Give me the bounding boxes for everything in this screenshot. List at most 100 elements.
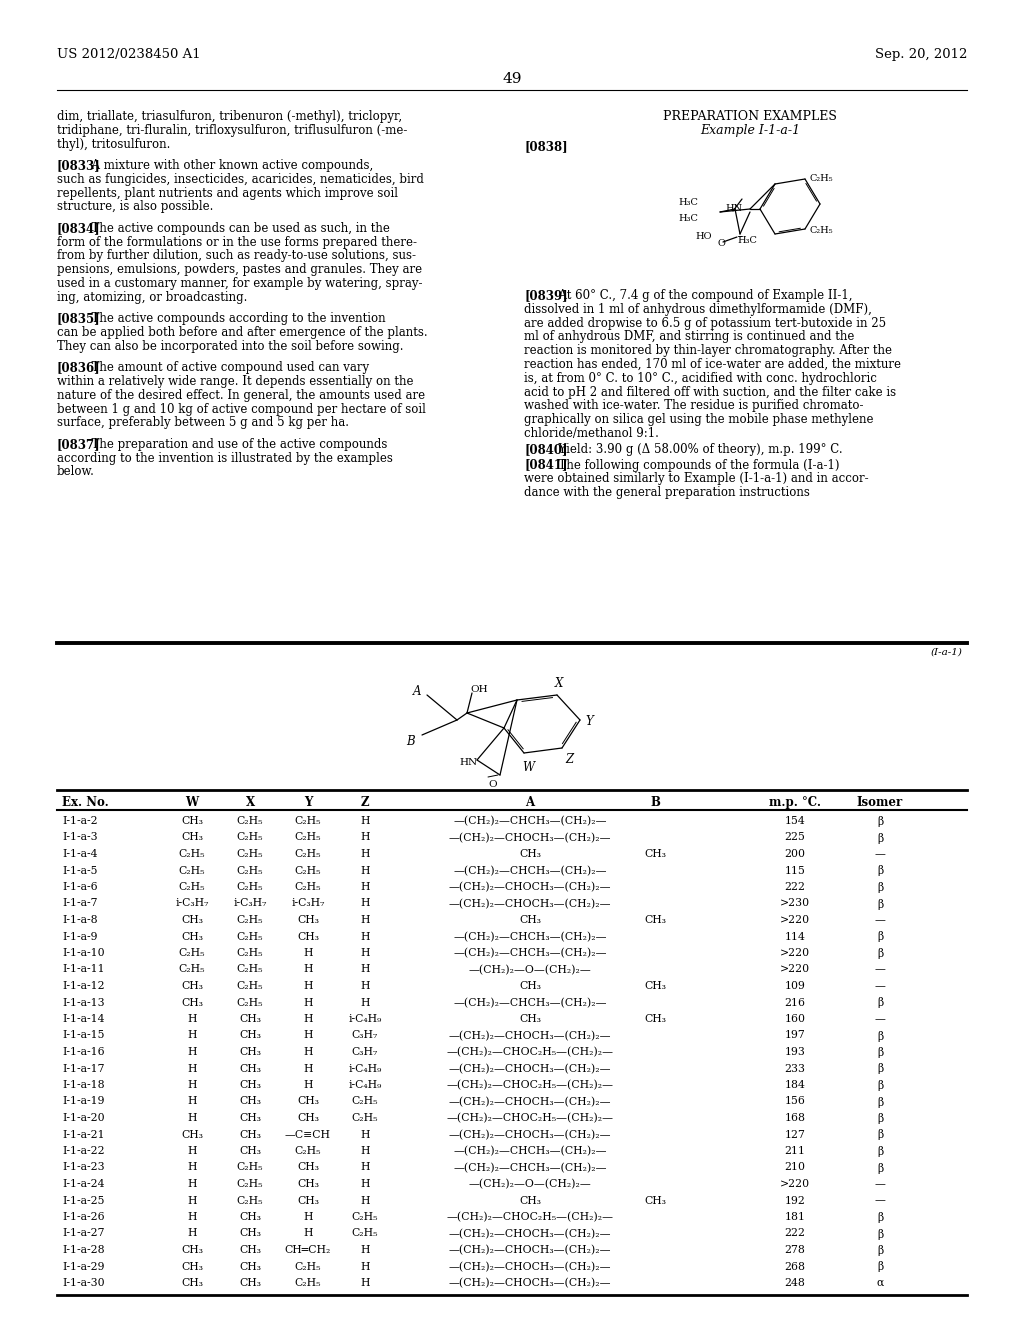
Text: i-C₃H₇: i-C₃H₇ xyxy=(233,899,266,908)
Text: 154: 154 xyxy=(784,816,805,826)
Text: X: X xyxy=(555,677,563,690)
Text: β: β xyxy=(877,1097,883,1107)
Text: C₂H₅: C₂H₅ xyxy=(179,965,205,974)
Text: H: H xyxy=(303,948,312,958)
Text: —(CH₂)₂—CHOC₂H₅—(CH₂)₂—: —(CH₂)₂—CHOC₂H₅—(CH₂)₂— xyxy=(446,1080,613,1090)
Text: —(CH₂)₂—CHCH₃—(CH₂)₂—: —(CH₂)₂—CHCH₃—(CH₂)₂— xyxy=(454,1163,607,1172)
Text: C₂H₅: C₂H₅ xyxy=(295,1262,322,1271)
Text: H: H xyxy=(187,1047,197,1057)
Text: C₂H₅: C₂H₅ xyxy=(237,882,263,892)
Text: β: β xyxy=(877,816,883,828)
Text: 160: 160 xyxy=(784,1014,806,1024)
Text: CH₃: CH₃ xyxy=(644,1014,666,1024)
Text: C₂H₅: C₂H₅ xyxy=(237,1179,263,1189)
Text: 184: 184 xyxy=(784,1080,806,1090)
Text: —(CH₂)₂—CHCH₃—(CH₂)₂—: —(CH₂)₂—CHCH₃—(CH₂)₂— xyxy=(454,866,607,875)
Text: H: H xyxy=(303,965,312,974)
Text: H: H xyxy=(360,899,370,908)
Text: H: H xyxy=(187,1097,197,1106)
Text: within a relatively wide range. It depends essentially on the: within a relatively wide range. It depen… xyxy=(57,375,414,388)
Text: A: A xyxy=(525,796,535,809)
Text: HN: HN xyxy=(459,758,477,767)
Text: form of the formulations or in the use forms prepared there-: form of the formulations or in the use f… xyxy=(57,235,417,248)
Text: CH₃: CH₃ xyxy=(519,1014,541,1024)
Text: Yield: 3.90 g (Δ 58.00% of theory), m.p. 199° C.: Yield: 3.90 g (Δ 58.00% of theory), m.p.… xyxy=(551,442,842,455)
Text: C₂H₅: C₂H₅ xyxy=(237,915,263,925)
Text: Y: Y xyxy=(304,796,312,809)
Text: CH₃: CH₃ xyxy=(297,915,319,925)
Text: 210: 210 xyxy=(784,1163,806,1172)
Text: At 60° C., 7.4 g of the compound of Example II-1,: At 60° C., 7.4 g of the compound of Exam… xyxy=(551,289,852,302)
Text: CH₃: CH₃ xyxy=(181,1245,203,1255)
Text: can be applied both before and after emergence of the plants.: can be applied both before and after eme… xyxy=(57,326,428,339)
Text: I-1-a-13: I-1-a-13 xyxy=(62,998,104,1007)
Text: CH₃: CH₃ xyxy=(239,1278,261,1288)
Text: —(CH₂)₂—CHOC₂H₅—(CH₂)₂—: —(CH₂)₂—CHOC₂H₅—(CH₂)₂— xyxy=(446,1212,613,1222)
Text: CH₃: CH₃ xyxy=(297,1097,319,1106)
Text: H: H xyxy=(360,882,370,892)
Text: I-1-a-19: I-1-a-19 xyxy=(62,1097,104,1106)
Text: >220: >220 xyxy=(780,915,810,925)
Text: I-1-a-27: I-1-a-27 xyxy=(62,1229,104,1238)
Text: 222: 222 xyxy=(784,882,806,892)
Text: CH₃: CH₃ xyxy=(239,1130,261,1139)
Text: C₃H₇: C₃H₇ xyxy=(352,1031,378,1040)
Text: CH₃: CH₃ xyxy=(519,1196,541,1205)
Text: CH₃: CH₃ xyxy=(239,1014,261,1024)
Text: washed with ice-water. The residue is purified chromato-: washed with ice-water. The residue is pu… xyxy=(524,400,863,412)
Text: —(CH₂)₂—CHOCH₃—(CH₂)₂—: —(CH₂)₂—CHOCH₃—(CH₂)₂— xyxy=(449,833,611,842)
Text: 114: 114 xyxy=(784,932,806,941)
Text: I-1-a-7: I-1-a-7 xyxy=(62,899,97,908)
Text: H: H xyxy=(360,866,370,875)
Text: C₂H₅: C₂H₅ xyxy=(237,948,263,958)
Text: [0834]: [0834] xyxy=(57,222,100,235)
Text: W: W xyxy=(522,762,535,774)
Text: from by further dilution, such as ready-to-use solutions, sus-: from by further dilution, such as ready-… xyxy=(57,249,416,263)
Text: CH₃: CH₃ xyxy=(297,1196,319,1205)
Text: β: β xyxy=(877,1262,883,1272)
Text: 248: 248 xyxy=(784,1278,806,1288)
Text: dim, triallate, triasulfuron, tribenuron (-methyl), triclopyr,: dim, triallate, triasulfuron, tribenuron… xyxy=(57,110,402,123)
Text: I-1-a-3: I-1-a-3 xyxy=(62,833,97,842)
Text: β: β xyxy=(877,1146,883,1158)
Text: H: H xyxy=(187,1229,197,1238)
Text: B: B xyxy=(650,796,659,809)
Text: is, at from 0° C. to 10° C., acidified with conc. hydrochloric: is, at from 0° C. to 10° C., acidified w… xyxy=(524,372,877,385)
Text: I-1-a-24: I-1-a-24 xyxy=(62,1179,104,1189)
Text: β: β xyxy=(877,932,883,942)
Text: C₂H₅: C₂H₅ xyxy=(352,1212,378,1222)
Text: [0841]: [0841] xyxy=(524,458,567,471)
Text: CH₃: CH₃ xyxy=(181,1278,203,1288)
Text: β: β xyxy=(877,833,883,843)
Text: H: H xyxy=(187,1113,197,1123)
Text: C₂H₅: C₂H₅ xyxy=(295,833,322,842)
Text: i-C₃H₇: i-C₃H₇ xyxy=(175,899,209,908)
Text: H: H xyxy=(187,1196,197,1205)
Text: used in a customary manner, for example by watering, spray-: used in a customary manner, for example … xyxy=(57,277,423,290)
Text: I-1-a-25: I-1-a-25 xyxy=(62,1196,104,1205)
Text: according to the invention is illustrated by the examples: according to the invention is illustrate… xyxy=(57,451,393,465)
Text: The active compounds can be used as such, in the: The active compounds can be used as such… xyxy=(84,222,389,235)
Text: 222: 222 xyxy=(784,1229,806,1238)
Text: β: β xyxy=(877,1245,883,1257)
Text: CH₃: CH₃ xyxy=(181,915,203,925)
Text: H: H xyxy=(303,998,312,1007)
Text: H: H xyxy=(360,998,370,1007)
Text: dance with the general preparation instructions: dance with the general preparation instr… xyxy=(524,486,810,499)
Text: CH₃: CH₃ xyxy=(239,1097,261,1106)
Text: H: H xyxy=(303,1212,312,1222)
Text: C₂H₅: C₂H₅ xyxy=(352,1229,378,1238)
Text: β: β xyxy=(877,1229,883,1239)
Text: H: H xyxy=(360,981,370,991)
Text: 168: 168 xyxy=(784,1113,806,1123)
Text: I-1-a-20: I-1-a-20 xyxy=(62,1113,104,1123)
Text: C₂H₅: C₂H₅ xyxy=(237,1163,263,1172)
Text: H: H xyxy=(303,1014,312,1024)
Text: [0836]: [0836] xyxy=(57,362,100,374)
Text: —(CH₂)₂—CHOCH₃—(CH₂)₂—: —(CH₂)₂—CHOCH₃—(CH₂)₂— xyxy=(449,1245,611,1255)
Text: H: H xyxy=(303,981,312,991)
Text: CH₃: CH₃ xyxy=(181,998,203,1007)
Text: I-1-a-14: I-1-a-14 xyxy=(62,1014,104,1024)
Text: —(CH₂)₂—CHOCH₃—(CH₂)₂—: —(CH₂)₂—CHOCH₃—(CH₂)₂— xyxy=(449,1097,611,1106)
Text: —: — xyxy=(874,965,886,974)
